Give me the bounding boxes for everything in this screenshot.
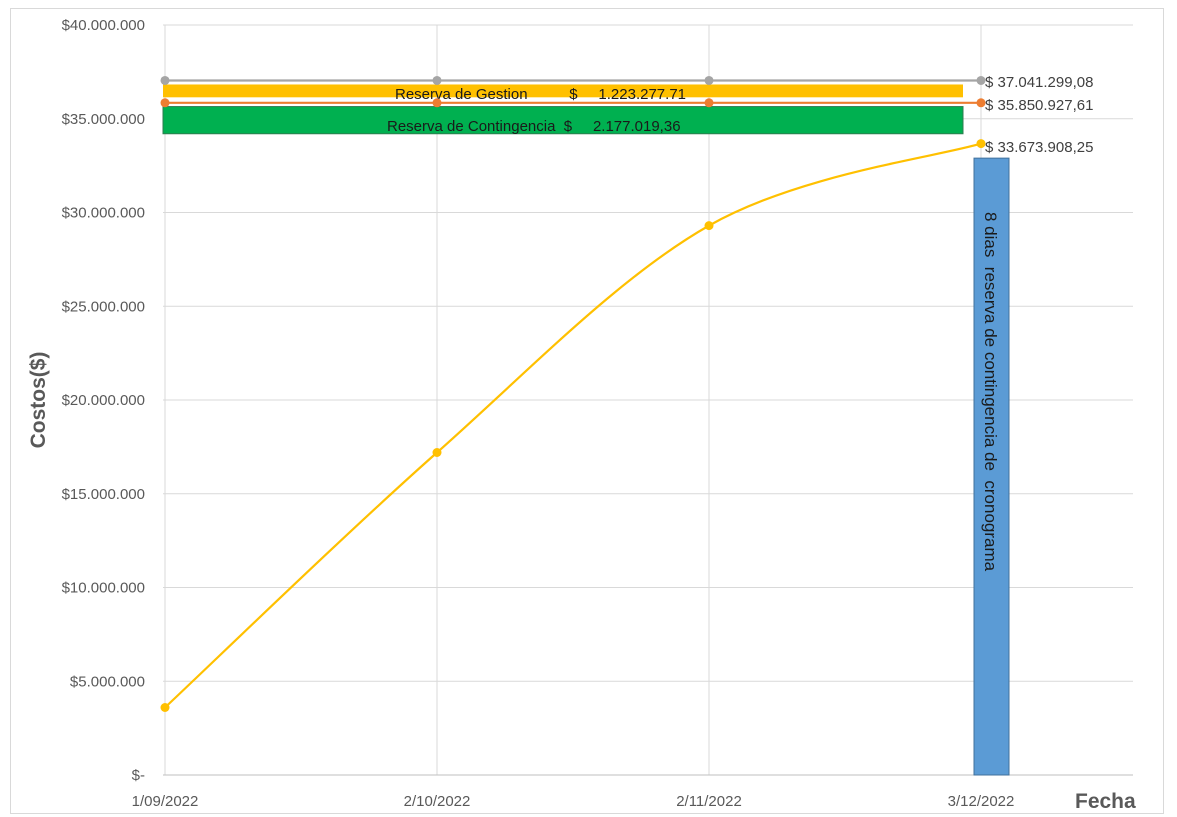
series-point-1 xyxy=(432,75,442,85)
end-value-label: $ 33.673.908,25 xyxy=(985,139,1093,156)
label-reserva-cronograma: 8 dias reserva de contingencia de cronog… xyxy=(981,212,1000,572)
y-tick-label: $25.000.000 xyxy=(62,298,145,315)
series-line-3 xyxy=(164,142,982,709)
cronograma-bar-group: 8 dias reserva de contingencia de cronog… xyxy=(973,157,1010,776)
series-point-3 xyxy=(704,221,714,231)
series-point-3 xyxy=(976,139,986,149)
y-tick-label: $10.000.000 xyxy=(62,580,145,597)
chart-frame xyxy=(10,8,1164,814)
series-point-3 xyxy=(160,703,170,712)
band-reserva-contingencia xyxy=(162,106,964,135)
y-tick-labels: $- $5.000.000 $10.000.000 $15.000.000 $20.00… xyxy=(62,17,145,784)
gridlines xyxy=(163,24,1133,776)
reserve-bands: Reserva de Gestion $ 1.223.277.71 Reserv… xyxy=(162,84,964,135)
series-point-1 xyxy=(976,75,986,85)
series-point-3 xyxy=(432,448,442,457)
series-point-2 xyxy=(160,98,170,108)
x-tick-labels: 1/09/2022 2/10/2022 2/11/2022 3/12/2022 xyxy=(132,793,1015,810)
series-point-1 xyxy=(160,75,170,85)
y-tick-label: $20.000.000 xyxy=(62,392,145,409)
series-point-1 xyxy=(704,75,714,85)
band-reserva-gestion xyxy=(163,84,963,98)
y-axis-title: Costos($) xyxy=(27,352,50,449)
y-tick-label: $5.000.000 xyxy=(70,673,145,690)
end-value-label: $ 37.041.299,08 xyxy=(985,74,1093,91)
x-tick-label: 1/09/2022 xyxy=(132,793,199,810)
y-tick-label: $30.000.000 xyxy=(62,205,145,222)
y-tick-label: $- xyxy=(132,767,145,784)
series-point-2 xyxy=(432,98,442,108)
series-markers xyxy=(160,75,986,712)
bar-reserva-cronograma xyxy=(973,157,1010,776)
label-reserva-contingencia: Reserva de Contingencia $ 2.177.019,36 xyxy=(387,118,681,135)
x-tick-label: 2/10/2022 xyxy=(404,793,471,810)
x-axis-title: Fecha xyxy=(1075,790,1136,813)
x-tick-label: 2/11/2022 xyxy=(676,793,742,810)
label-reserva-gestion: Reserva de Gestion $ 1.223.277.71 xyxy=(395,86,686,103)
series-point-2 xyxy=(976,98,986,108)
y-tick-label: $40.000.000 xyxy=(62,17,145,34)
series-lines xyxy=(164,79,982,709)
y-tick-label: $15.000.000 xyxy=(62,486,145,503)
end-value-labels: $ 37.041.299,08 $ 35.850.927,61 $ 33.673.9… xyxy=(985,74,1093,156)
series-point-2 xyxy=(704,98,714,108)
y-tick-label: $35.000.000 xyxy=(62,111,145,128)
end-value-label: $ 35.850.927,61 xyxy=(985,97,1093,114)
x-tick-label: 3/12/2022 xyxy=(948,793,1015,810)
